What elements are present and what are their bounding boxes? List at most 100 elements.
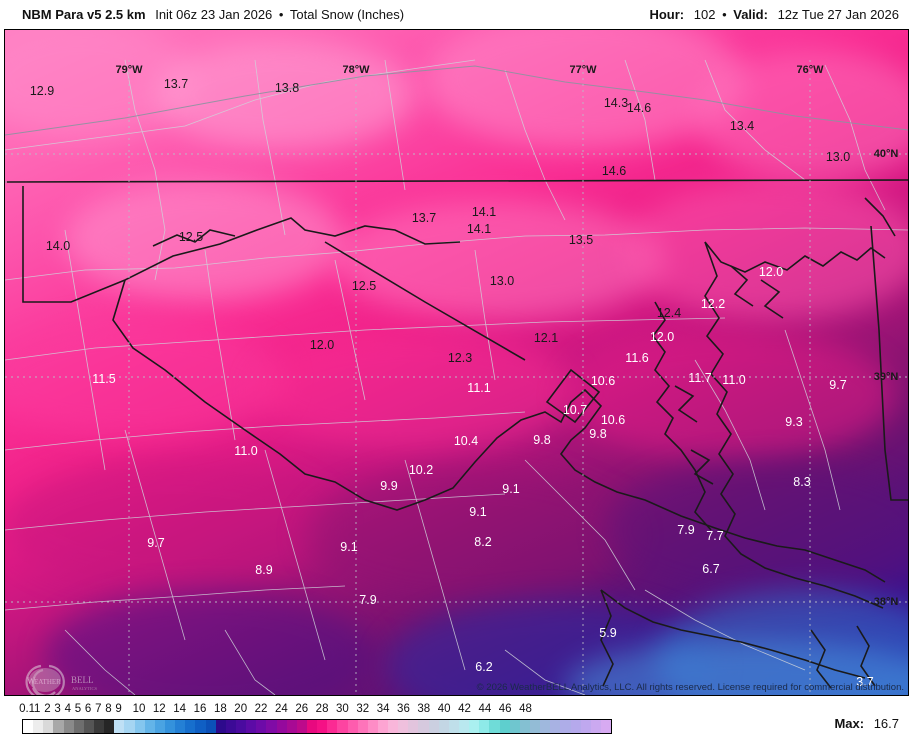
colorbar-swatch bbox=[296, 720, 307, 733]
colorbar-tick-label: 24 bbox=[274, 703, 288, 715]
colorbar-tick-label: 44 bbox=[478, 703, 492, 715]
county-lines bbox=[5, 59, 908, 695]
map-canvas[interactable]: 79°W 78°W 77°W 76°W 40°N 39°N 38°N 12.9 1… bbox=[4, 29, 909, 696]
map-boundaries bbox=[5, 59, 908, 695]
colorbar-swatch bbox=[388, 720, 399, 733]
colorbar-swatch bbox=[235, 720, 247, 733]
init-time: Init 06z 23 Jan 2026 bbox=[155, 7, 273, 22]
svg-text:EATHER: EATHER bbox=[34, 678, 61, 686]
header-bar: NBM Para v5 2.5 km Init 06z 23 Jan 2026 … bbox=[0, 0, 913, 29]
colorbar-tick-label: 30 bbox=[336, 703, 349, 715]
state-borders bbox=[6, 179, 908, 689]
map-inner: 79°W 78°W 77°W 76°W 40°N 39°N 38°N 12.9 1… bbox=[5, 30, 908, 695]
colorbar-swatch bbox=[53, 720, 64, 733]
colorbar-swatch bbox=[144, 720, 155, 733]
graticule-label: 38°N bbox=[873, 596, 899, 608]
colorbar-swatch bbox=[540, 720, 551, 733]
colorbar-tick-label: 20 bbox=[234, 703, 248, 715]
svg-text:BELL: BELL bbox=[71, 675, 94, 685]
colorbar-tick-label: 4 bbox=[64, 703, 71, 715]
colorbar-tick-label: 3 bbox=[54, 703, 61, 715]
field-texture-blob bbox=[5, 460, 335, 590]
colorbar-swatch bbox=[469, 720, 480, 733]
field-texture-blob bbox=[335, 200, 665, 320]
colorbar-tick-label: 16 bbox=[193, 703, 207, 715]
field-texture-blob bbox=[605, 460, 908, 600]
colorbar-swatch bbox=[560, 720, 571, 733]
field-name: Total Snow (Inches) bbox=[289, 7, 405, 22]
field-texture-blob bbox=[65, 180, 345, 300]
colorbar-swatch bbox=[347, 720, 358, 733]
colorbar-swatch bbox=[215, 720, 226, 733]
colorbar-swatch bbox=[509, 720, 520, 733]
colorbar-swatch bbox=[550, 720, 561, 733]
colorbar-swatch bbox=[225, 720, 236, 733]
colorbar-swatch bbox=[438, 720, 449, 733]
svg-text:W: W bbox=[27, 676, 36, 686]
colorbar-swatch bbox=[367, 720, 378, 733]
colorbar-swatch bbox=[398, 720, 409, 733]
field-texture-blob bbox=[5, 320, 285, 440]
colorbar-tick-label: 6 bbox=[84, 703, 92, 715]
colorbar-swatch bbox=[93, 720, 105, 733]
field-texture-blob bbox=[565, 330, 895, 460]
title-bullet: • bbox=[278, 7, 284, 22]
colorbar-swatch bbox=[479, 720, 490, 733]
colorbar-swatch bbox=[357, 720, 368, 733]
colorbar-swatch bbox=[448, 720, 460, 733]
colorbar-swatch bbox=[256, 720, 267, 733]
colorbar-swatch bbox=[306, 720, 318, 733]
model-title: NBM Para v5 2.5 km Init 06z 23 Jan 2026 … bbox=[22, 7, 404, 22]
colorbar-tick-label: 7 bbox=[95, 703, 102, 715]
colorbar-tick-label: 38 bbox=[417, 703, 431, 715]
max-label: Max: bbox=[834, 716, 865, 731]
weatherbell-logo: W EATHER BELL ANALYTICS bbox=[25, 664, 98, 695]
copyright-text: © 2026 WeatherBELL Analytics, LLC. All r… bbox=[476, 682, 904, 693]
colorbar-tick-label: 34 bbox=[376, 703, 390, 715]
valid-label: Valid: bbox=[733, 7, 768, 22]
field-texture-blob bbox=[255, 330, 575, 450]
colorbar-swatch bbox=[337, 720, 348, 733]
hour-label: Hour: bbox=[649, 7, 685, 22]
colorbar-swatch bbox=[317, 720, 328, 733]
graticule-label: 76°W bbox=[796, 64, 824, 76]
colorbar-tick-label: 5 bbox=[74, 703, 82, 715]
graticule-label: 78°W bbox=[342, 64, 370, 76]
colorbar-swatch bbox=[164, 720, 176, 733]
max-value: 16.7 bbox=[873, 716, 899, 731]
field-texture-blob bbox=[155, 40, 415, 150]
svg-text:ANALYTICS: ANALYTICS bbox=[72, 686, 98, 691]
colorbar-tick-label: 14 bbox=[173, 703, 187, 715]
colorbar-tick-label: 1 bbox=[34, 703, 41, 715]
graticule-label: 39°N bbox=[873, 371, 899, 383]
colorbar-swatch bbox=[489, 720, 500, 733]
colorbar-swatch bbox=[459, 720, 470, 733]
field-texture-blob bbox=[625, 180, 908, 320]
colorbar-swatch bbox=[104, 720, 115, 733]
colorbar-swatch bbox=[43, 720, 54, 733]
colorbar-tick-label: 26 bbox=[295, 703, 309, 715]
colorbar-swatch bbox=[73, 720, 84, 733]
colorbar-swatches[interactable] bbox=[22, 719, 612, 734]
colorbar-swatch bbox=[124, 720, 135, 733]
max-value-readout: Max: 16.7 bbox=[834, 716, 899, 731]
colorbar-tick-label: 48 bbox=[519, 703, 532, 715]
colorbar-swatch bbox=[154, 720, 165, 733]
colorbar-swatch bbox=[114, 720, 125, 733]
colorbar-swatch bbox=[327, 720, 338, 733]
colorbar-swatch bbox=[276, 720, 287, 733]
graticule bbox=[5, 60, 908, 695]
colorbar-swatch bbox=[266, 720, 277, 733]
colorbar-tick-label: 46 bbox=[498, 703, 512, 715]
colorbar-swatch bbox=[377, 720, 389, 733]
colorbar-tick-label: 8 bbox=[105, 703, 112, 715]
colorbar-swatch bbox=[499, 720, 510, 733]
hour-value: 102 bbox=[693, 7, 716, 22]
colorbar-swatch bbox=[205, 720, 216, 733]
colorbar-tick-label: 12 bbox=[152, 703, 166, 715]
colorbar-tick-label: 22 bbox=[254, 703, 268, 715]
colorbar-swatch bbox=[175, 720, 186, 733]
colorbar-swatch bbox=[246, 720, 257, 733]
colorbar-swatch bbox=[408, 720, 419, 733]
